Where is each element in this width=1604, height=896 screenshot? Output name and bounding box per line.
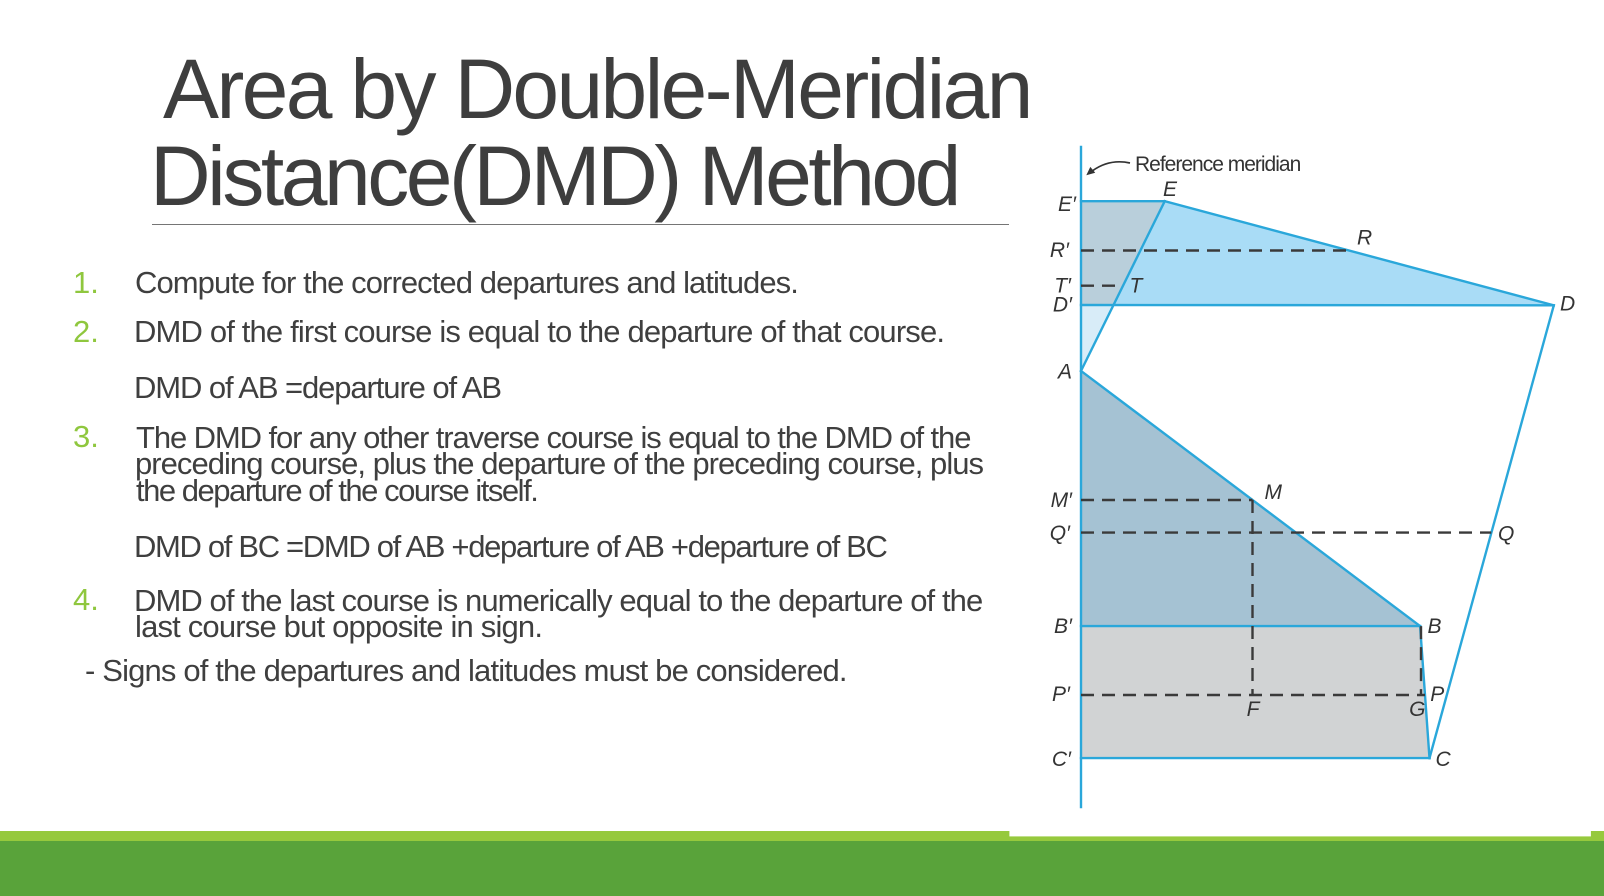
svg-text:Q′: Q′: [1050, 522, 1071, 545]
svg-text:B′: B′: [1054, 615, 1073, 638]
svg-text:A: A: [1056, 361, 1072, 384]
svg-text:Q: Q: [1498, 523, 1514, 546]
svg-text:C: C: [1436, 748, 1452, 771]
svg-text:G: G: [1409, 698, 1425, 721]
svg-text:R′: R′: [1050, 239, 1070, 262]
svg-text:E: E: [1163, 178, 1178, 201]
svg-text:D′: D′: [1053, 294, 1073, 317]
svg-text:M′: M′: [1051, 489, 1073, 512]
svg-text:T: T: [1130, 275, 1145, 298]
svg-text:P: P: [1430, 683, 1444, 706]
svg-text:R: R: [1357, 227, 1372, 250]
svg-text:F: F: [1247, 698, 1261, 721]
svg-text:P′: P′: [1052, 683, 1071, 706]
svg-text:T′: T′: [1054, 275, 1072, 298]
svg-text:D: D: [1560, 293, 1575, 316]
svg-text:C′: C′: [1052, 748, 1072, 771]
svg-text:B: B: [1428, 615, 1442, 638]
svg-text:E′: E′: [1058, 193, 1077, 216]
svg-text:Reference meridian: Reference meridian: [1135, 153, 1301, 176]
svg-text:M: M: [1265, 481, 1283, 504]
